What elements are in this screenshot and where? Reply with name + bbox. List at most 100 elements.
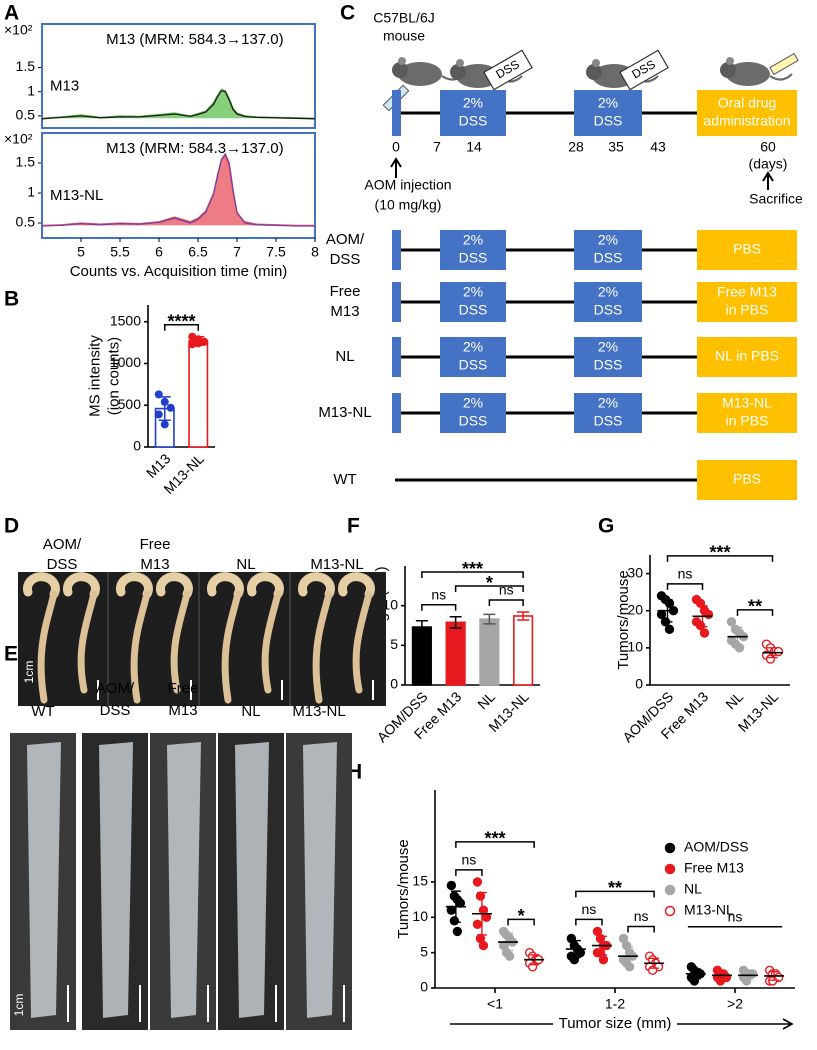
significance-bracket [575, 890, 655, 898]
mouse-icon [392, 62, 408, 78]
treatment-period [697, 460, 797, 500]
dss-label: 2% [463, 95, 483, 111]
sacrifice-label: Sacrifice [749, 191, 803, 207]
group-label: M13-NL [318, 404, 371, 421]
data-point [194, 339, 203, 348]
significance-label: **** [167, 311, 195, 331]
significance-label: ns [634, 908, 649, 924]
treatment-label: Free M13 [717, 284, 777, 300]
data-point [472, 919, 483, 930]
colon [297, 572, 335, 599]
dss-label: DSS [459, 357, 488, 373]
mouse-icon [398, 57, 406, 65]
colon-opened [303, 742, 337, 1018]
photo-label: Free [168, 680, 199, 697]
panel-label: F [347, 515, 360, 538]
y-tick-label: 0 [390, 676, 398, 692]
group-label: M13 [330, 303, 359, 320]
significance-label: *** [484, 829, 505, 849]
legend-marker [664, 905, 676, 917]
bar [445, 621, 466, 686]
scale-label: 1cm [22, 661, 36, 684]
colon [37, 590, 58, 704]
data-point [726, 617, 737, 627]
colon [115, 572, 153, 599]
data-point [767, 976, 778, 986]
day-label: 60 [760, 139, 776, 155]
aom-injection-bar [392, 393, 401, 433]
significance-label: * [486, 573, 493, 593]
significance-bracket [666, 555, 774, 562]
dss-label: DSS [594, 113, 623, 129]
y-tick-label: 15 [412, 873, 428, 889]
significance-label: ns [678, 566, 693, 582]
mouse-icon [456, 59, 464, 67]
x-tick-label: 6 [155, 244, 163, 260]
plot-frame [41, 132, 316, 239]
treatment-period [697, 337, 797, 377]
data-point [664, 624, 675, 634]
group-label: DSS [330, 251, 361, 268]
y-tick-label: 5 [420, 943, 428, 959]
y-tick-label: 1.5 [16, 154, 36, 170]
y-tick-label: 0.5 [16, 214, 36, 230]
x-tick-label: 7.5 [266, 244, 286, 260]
dss-label: 2% [598, 395, 618, 411]
data-point [504, 951, 515, 961]
y-tick-label: 10 [627, 639, 643, 655]
arrow [390, 157, 402, 178]
y-tick-label: 5 [390, 636, 398, 652]
data-point [734, 643, 745, 653]
dss-label: 2% [463, 284, 483, 300]
significance-bracket [421, 571, 524, 579]
colon [62, 572, 100, 599]
dss-label: DSS [594, 302, 623, 318]
colon [312, 590, 333, 704]
dss-period [440, 337, 506, 377]
x-tick-label: >2 [727, 996, 743, 1012]
photo-label: M13 [140, 556, 169, 573]
dss-period [574, 90, 642, 136]
day-label: 0 [392, 139, 400, 155]
dss-label: 2% [463, 395, 483, 411]
colon [246, 572, 284, 599]
aom-injection-bar [392, 337, 401, 377]
panel-label: G [598, 515, 614, 538]
colon [22, 572, 60, 599]
trace-title: M13 (MRM: 584.3→137.0) [106, 140, 284, 157]
legend-label: AOM/DSS [684, 839, 749, 855]
significance-label: *** [709, 543, 730, 563]
treatment-label: administration [703, 113, 790, 129]
photo-label: WT [31, 703, 54, 720]
aom-injection-bar [392, 90, 401, 136]
colon [352, 590, 373, 694]
data-point [188, 340, 197, 349]
day-label: 14 [466, 139, 482, 155]
data-point [188, 332, 197, 341]
injection-label: (10 mg/kg) [375, 197, 442, 213]
strain-label: mouse [383, 28, 425, 44]
photo-label: DSS [47, 556, 78, 573]
x-axis-label: Tumor size (mm) [559, 1015, 672, 1032]
trace-line [41, 152, 315, 227]
data-point [475, 891, 486, 901]
data-point [624, 962, 635, 972]
significance-label: *** [462, 559, 483, 579]
colon-opened [27, 742, 61, 1018]
aom-injection-bar [392, 230, 401, 270]
arrow [762, 171, 774, 190]
mouse-icon [720, 62, 736, 78]
panel-label: A [4, 2, 19, 25]
colon-opened [235, 742, 269, 1018]
colon [206, 572, 244, 599]
label-backdrop [553, 1016, 677, 1032]
day-label: 7 [433, 139, 441, 155]
treatment-label: PBS [733, 471, 761, 487]
aom-injection-bar [392, 282, 401, 322]
x-tick-label: <1 [487, 996, 503, 1012]
x-tick-label: NL [474, 688, 498, 712]
data-point [773, 646, 784, 657]
dss-label: 2% [598, 339, 618, 355]
bar [479, 618, 500, 686]
